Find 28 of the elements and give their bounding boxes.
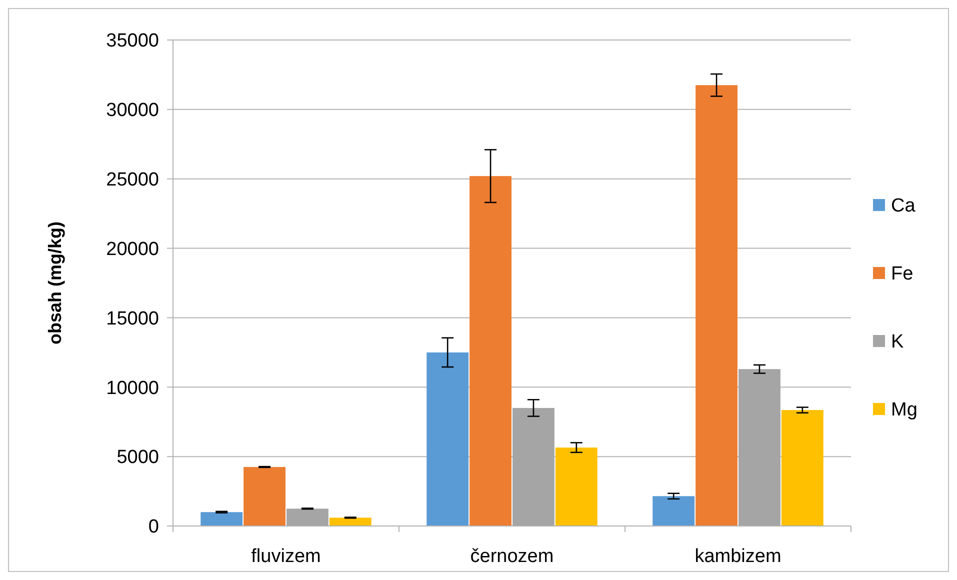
bar [426,352,469,526]
bar [781,410,824,526]
legend-label: Ca [891,196,916,217]
bar [286,508,328,526]
y-axis-title: obsah (mg/kg) [45,221,65,345]
bar [738,369,780,526]
y-tick-label: 35000 [106,30,159,52]
legend-label: Mg [891,400,918,421]
y-tick-label: 0 [148,516,159,538]
legend-label: K [891,332,904,353]
y-tick-label: 25000 [106,170,159,191]
y-tick-label: 30000 [106,100,159,122]
bar [512,408,554,526]
y-tick-label: 10000 [106,378,159,399]
x-tick-label: černozem [470,546,554,567]
x-tick-label: kambizem [694,546,782,567]
x-tick-label: fluvizem [251,546,321,567]
y-tick-label: 20000 [106,238,159,260]
legend-label: Fe [891,264,914,285]
bar [200,512,243,526]
bar [329,518,372,526]
y-tick-label: 5000 [116,447,159,468]
bar [470,176,512,526]
bar [652,496,695,526]
bar [555,448,598,526]
y-tick-label: 15000 [106,308,159,330]
bar [696,85,738,526]
bar [244,466,286,526]
